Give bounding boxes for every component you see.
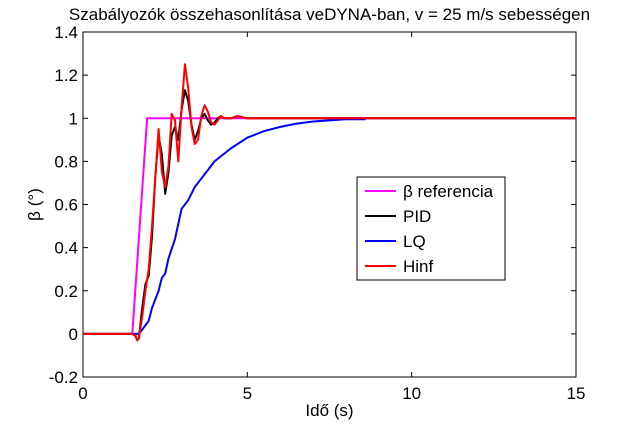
y-tick-label: 0.8 [54,152,78,171]
y-axis-label: β (°) [25,188,44,221]
x-tick-label: 10 [402,384,421,403]
y-tick-label: 0.2 [54,282,78,301]
legend-label-hinf: Hinf [403,257,434,276]
chart-title: Szabályozók összehasonlítása veDYNA-ban,… [69,5,590,24]
legend-label-beta_ref: β referencia [403,182,494,201]
y-tick-label: 1.2 [54,66,78,85]
y-tick-label: 1 [69,109,78,128]
x-axis-label: Idő (s) [305,401,353,420]
x-tick-label: 0 [78,384,87,403]
x-tick-label: 15 [567,384,586,403]
y-tick-label: 1.4 [54,23,78,42]
legend: β referencia PID LQ Hinf [356,176,506,281]
x-tick-label: 5 [243,384,252,403]
series-line-hinf [83,63,576,342]
series-lines [83,63,576,342]
y-tick-label: 0 [69,325,78,344]
legend-box [356,176,506,281]
y-tick-label: -0.2 [49,368,78,387]
series-line-lq [83,118,366,335]
y-tick-label: 0.6 [54,196,78,215]
legend-label-lq: LQ [403,232,426,251]
y-tick-label: 0.4 [54,239,78,258]
axis-tick-labels: 0 5 10 15-0.200.20.40.60.811.21.4 [49,23,586,403]
legend-label-pid: PID [403,207,431,226]
